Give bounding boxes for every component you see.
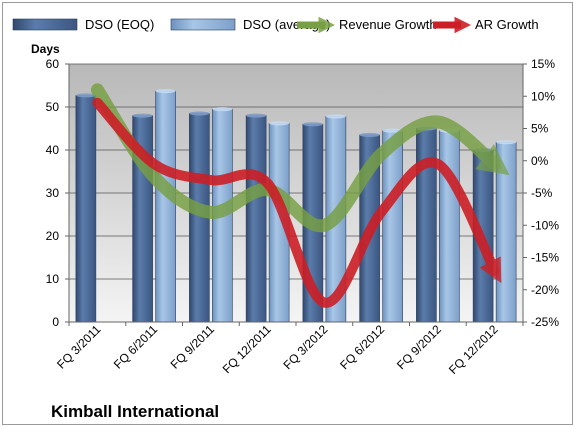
y-right-tick-label: -5% (531, 186, 553, 200)
dso-chart: 0 10 20 30 40 50 60 -25% -20% -15% -10% -5% 0% 5% 10% 1… (12, 16, 559, 421)
trend-lines (90, 83, 510, 308)
bar-cap (155, 89, 176, 94)
ar-growth-line (92, 97, 502, 308)
bar-cap (132, 113, 153, 118)
legend: DSO (EOQ) DSO (average) Revenue Growth AR G… (12, 16, 539, 34)
y-right-tick-label: 5% (531, 122, 549, 136)
bar-cap (189, 111, 210, 116)
y-left-tick-label: 60 (46, 57, 60, 71)
bar-cap (359, 132, 380, 137)
bar-cap (302, 122, 323, 127)
y-left-tick-label: 20 (46, 229, 60, 243)
bar-cap (496, 140, 517, 145)
x-tick-label: FQ 9/2012 (394, 322, 444, 372)
legend-label: DSO (EOQ) (85, 17, 154, 32)
legend-label: Revenue Growth (339, 17, 437, 32)
y-left-tick-label: 40 (46, 143, 60, 157)
y-right-tick-label: 15% (531, 57, 555, 71)
y-left-tick-label: 10 (46, 272, 60, 286)
y-right-tick-label: -20% (531, 283, 559, 297)
y-right-tick-label: 10% (531, 89, 555, 103)
legend-label: AR Growth (475, 17, 539, 32)
y-left-tick-label: 30 (46, 186, 60, 200)
bar-dso-eoq (75, 95, 97, 323)
y-axis-title: Days (31, 42, 60, 56)
bar-dso-average (382, 130, 403, 323)
bar-dso-average (439, 130, 460, 323)
chart-title: Kimball International (51, 402, 219, 421)
legend-swatch (12, 18, 78, 31)
bar-cap (246, 113, 267, 118)
y-left-tick-label: 50 (46, 100, 60, 114)
x-tick-label: FQ 9/2011 (168, 322, 218, 372)
y-right-tick-label: -10% (531, 218, 559, 232)
y-right-tick-label: -25% (531, 315, 559, 329)
y-left-tick-label: 0 (52, 315, 59, 329)
bar-dso-eoq (245, 115, 267, 323)
x-tick-label: FQ 6/2011 (111, 322, 161, 372)
x-tick-label: FQ 12/2012 (446, 322, 501, 377)
legend-swatch (170, 18, 236, 31)
bar-cap (269, 121, 290, 126)
bar-cap (325, 114, 346, 119)
x-tick-label: FQ 3/2011 (54, 322, 104, 372)
bar-cap (75, 93, 96, 98)
revenue-growth-line (90, 83, 510, 233)
x-tick-label: FQ 6/2012 (337, 322, 387, 372)
bar-dso-average (155, 90, 176, 323)
y-right-tick-label: -15% (531, 251, 559, 265)
bar-cap (212, 107, 233, 112)
y-right-tick-label: 0% (531, 154, 549, 168)
bar-dso-average (495, 141, 517, 323)
x-tick-label: FQ 3/2012 (281, 322, 331, 372)
x-tick-label: FQ 12/2011 (220, 322, 274, 376)
